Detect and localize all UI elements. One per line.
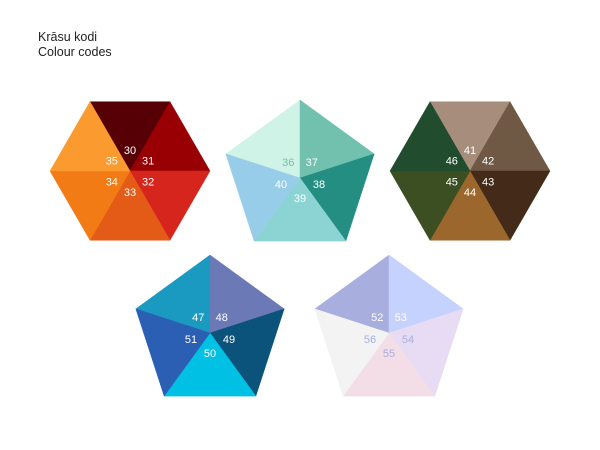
code-label-55: 55 — [383, 348, 395, 360]
segment-35 — [49, 101, 131, 172]
code-label-31: 31 — [142, 156, 154, 168]
code-label-45: 45 — [446, 177, 458, 189]
code-label-50: 50 — [204, 348, 216, 360]
code-label-41: 41 — [464, 145, 476, 157]
code-label-52: 52 — [371, 312, 383, 324]
segment-51 — [135, 308, 211, 397]
code-label-34: 34 — [106, 177, 118, 189]
code-label-32: 32 — [142, 177, 154, 189]
code-label-48: 48 — [216, 312, 228, 324]
segment-46 — [389, 101, 471, 172]
code-label-44: 44 — [464, 187, 476, 199]
code-label-38: 38 — [313, 179, 325, 191]
code-label-47: 47 — [192, 312, 204, 324]
code-label-53: 53 — [395, 312, 407, 324]
code-label-33: 33 — [124, 187, 136, 199]
pentagon-1: 36 37 38 39 40 — [225, 99, 375, 242]
page-title: Krāsu kodi Colour codes — [38, 30, 112, 60]
code-label-51: 51 — [185, 334, 197, 346]
title-english: Colour codes — [38, 45, 112, 59]
code-label-49: 49 — [223, 334, 235, 346]
code-label-39: 39 — [294, 193, 306, 205]
code-label-30: 30 — [124, 145, 136, 157]
title-latvian: Krāsu kodi — [38, 30, 98, 44]
code-label-46: 46 — [446, 156, 458, 168]
code-label-54: 54 — [402, 334, 414, 346]
hexagon-0: 30 31 32 33 34 35 — [49, 101, 211, 241]
code-label-42: 42 — [482, 156, 494, 168]
code-label-56: 56 — [364, 334, 376, 346]
code-label-37: 37 — [306, 157, 318, 169]
code-label-43: 43 — [482, 177, 494, 189]
segment-56 — [314, 308, 390, 397]
code-label-40: 40 — [275, 179, 287, 191]
code-label-36: 36 — [282, 157, 294, 169]
pentagon-4: 52 53 54 55 56 — [314, 254, 464, 397]
pentagon-3: 47 48 49 50 51 — [135, 254, 285, 397]
segment-40 — [225, 153, 301, 242]
hexagon-2: 41 42 43 44 45 46 — [389, 101, 551, 241]
code-label-35: 35 — [106, 156, 118, 168]
